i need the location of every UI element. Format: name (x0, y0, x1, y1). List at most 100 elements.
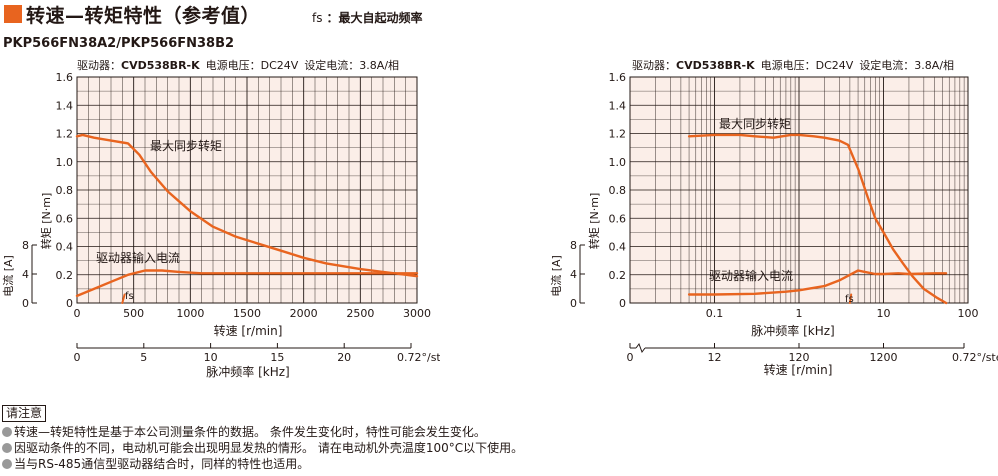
speed-axis-tick-label: 120 (789, 351, 810, 364)
plot-frame (76, 76, 418, 304)
pulse-axis-unit: 0.72°/step (397, 351, 440, 364)
y-tick-label: 1.2 (609, 128, 627, 141)
note-line: 转速—转矩特性是基于本公司测量条件的数据。 条件发生变化时，特性可能会发生变化。 (2, 424, 992, 440)
y-tick-label: 0.8 (609, 184, 627, 197)
chart2-pulse-axis-label: 脉冲频率 [kHz] (751, 323, 834, 338)
y-tick-label: 1.2 (56, 128, 74, 141)
y-tick-label: 1.4 (56, 99, 74, 112)
y-tick-label: 1.6 (56, 71, 74, 84)
y-tick-label: 1.0 (56, 156, 74, 169)
y-tick-label: 1.4 (609, 99, 627, 112)
chart1-conditions: 驱动器：CVD538BR-K 电源电压：DC24V 设定电流：3.8A/相 (77, 58, 399, 72)
chart1-driver-model: CVD538BR-K (121, 59, 200, 72)
chart1-fs-label: fs (125, 291, 134, 302)
chart1-driver-label: 驱动器： (77, 59, 121, 72)
page-title: 转速—转矩特性（参考值） (26, 5, 261, 27)
y-tick-label: 0.2 (56, 269, 74, 282)
x-tick-label: 3000 (403, 307, 431, 320)
chart1-current-setting: 设定电流：3.8A/相 (304, 58, 399, 72)
series-driver-input-current (687, 269, 948, 296)
fs-description: ：最大自起动频率 (326, 11, 423, 25)
pulse-axis-tick-label: 5 (140, 351, 147, 364)
note-text: 因驱动条件的不同，电动机可能会出现明显发热的情形。 请在电动机外壳温度100°C… (14, 441, 524, 455)
chart2-current-setting: 设定电流：3.8A/相 (859, 58, 954, 72)
x-tick-label: 1 (796, 307, 803, 320)
fs-legend: fs ：最大自起动频率 (312, 9, 423, 26)
pulse-axis-tick-label: 10 (204, 351, 218, 364)
chart2-voltage: 电源电压：DC24V (761, 58, 854, 72)
notes-title: 请注意 (2, 405, 47, 422)
y-tick-label: 1.0 (609, 156, 627, 169)
current-axis-tick-label: 8 (22, 239, 29, 252)
chart2-speed-axis-label: 转速 [r/min] (764, 362, 833, 377)
model-name: PKP566FN38A2/PKP566FN38B2 (3, 36, 235, 51)
axis-break-icon (635, 342, 646, 354)
notes: 请注意 转速—转矩特性是基于本公司测量条件的数据。 条件发生变化时，特性可能会发… (2, 405, 992, 472)
chart2-conditions: 驱动器：CVD538BR-K 电源电压：DC24V 设定电流：3.8A/相 (632, 58, 954, 72)
pulse-axis-tick-label: 15 (270, 351, 284, 364)
y-tick-label: 0.8 (56, 184, 74, 197)
bullet-icon (2, 443, 12, 453)
series-max-sync-torque (687, 133, 948, 305)
series-max-sync-torque (75, 133, 419, 278)
chart2-input-current-label: 驱动器输入电流 (709, 268, 793, 283)
chart2-current-axis-label: 电流 [A] (549, 255, 563, 297)
note-text: 当与RS-485通信型驱动器结合时，同样的特性也适用。 (14, 457, 310, 471)
speed-axis-tick-label: 12 (708, 351, 722, 364)
pulse-axis-tick-label: 0 (74, 351, 81, 364)
note-text: 转速—转矩特性是基于本公司测量条件的数据。 条件发生变化时，特性可能会发生变化。 (14, 425, 486, 439)
current-axis-tick-label: 4 (22, 268, 29, 281)
plot-frame (629, 76, 969, 304)
chart1-pulse-axis-label: 脉冲频率 [kHz] (206, 364, 289, 379)
chart1-max-sync-torque-label: 最大同步转矩 (150, 138, 222, 153)
speed-axis-tick-label: 1200 (870, 351, 898, 364)
chart1-current-axis-label: 电流 [A] (1, 255, 15, 297)
chart2-max-sync-torque-label: 最大同步转矩 (719, 116, 791, 131)
y-tick-label: 0.4 (609, 241, 627, 254)
current-axis-tick-label: 4 (570, 268, 577, 281)
fs-key: fs (312, 11, 323, 25)
chart1-torque-axis-label: 转矩 [N·m] (39, 193, 53, 250)
chart2-driver-label: 驱动器： (632, 59, 676, 72)
x-tick-label: 1000 (176, 307, 204, 320)
chart1-plot: 00.20.40.60.81.01.21.41.60 500 1000 1500 200… (22, 71, 440, 364)
fs-marker-line (121, 293, 126, 304)
fs-marker-line (848, 293, 853, 304)
y-tick-label: 0.6 (609, 212, 627, 225)
bullet-icon (2, 459, 12, 469)
speed-axis-tick-label: 0 (627, 351, 634, 364)
chart2-driver-model: CVD538BR-K (676, 59, 755, 72)
x-tick-label: 0.1 (706, 307, 724, 320)
chart2-plot: 0 0.2 0.4 0.6 0.8 1.0 1.2 1.4 1.6 0.1 1 10 100 0 4 8 0 12… (570, 71, 998, 364)
current-axis-tick-label: 8 (570, 239, 577, 252)
chart-linear-speed: 驱动器：CVD538BR-K 电源电压：DC24V 设定电流：3.8A/相 0 0.2… (1, 58, 440, 379)
header: 转速—转矩特性（参考值） fs ：最大自起动频率 (0, 0, 998, 34)
y-tick-label: 1.6 (609, 71, 627, 84)
bullet-icon (2, 427, 12, 437)
chart1-input-current-label: 驱动器输入电流 (96, 250, 180, 265)
x-tick-label: 10 (877, 307, 891, 320)
current-axis-tick-label: 0 (22, 297, 29, 310)
pulse-axis-tick-label: 20 (337, 351, 351, 364)
y-tick-label: 0 (66, 297, 73, 310)
x-tick-label: 500 (123, 307, 144, 320)
note-line: 因驱动条件的不同，电动机可能会出现明显发热的情形。 请在电动机外壳温度100°C… (2, 440, 992, 456)
chart1-speed-axis-label: 转速 [r/min] (214, 323, 283, 338)
x-tick-label: 2000 (290, 307, 318, 320)
chart2-fs-label: fs (845, 294, 854, 305)
y-tick-label: 0 (619, 297, 626, 310)
y-tick-label: 0.2 (609, 269, 627, 282)
chart-log-pulse: 驱动器：CVD538BR-K 电源电压：DC24V 设定电流：3.8A/相 0 0.2… (549, 58, 998, 377)
speed-axis-unit: 0.72°/step (952, 351, 998, 364)
y-tick-label: 0.4 (56, 241, 74, 254)
chart1-voltage: 电源电压：DC24V (206, 58, 299, 72)
y-tick-label: 0.6 (56, 212, 74, 225)
x-tick-label: 1500 (233, 307, 261, 320)
note-line: 当与RS-485通信型驱动器结合时，同样的特性也适用。 (2, 456, 992, 472)
x-tick-label: 2500 (346, 307, 374, 320)
x-tick-label: 100 (958, 307, 979, 320)
title-marker (4, 5, 22, 23)
series-driver-input-current (75, 269, 419, 298)
